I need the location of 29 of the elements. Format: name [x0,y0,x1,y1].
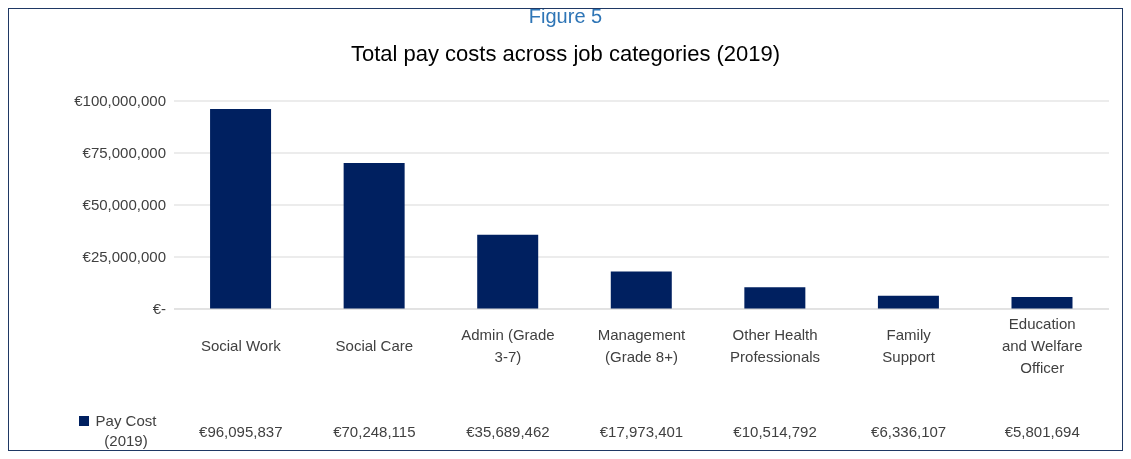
bar [477,234,539,309]
x-tick-label: Family Support [882,326,936,365]
x-tick-label: Other Health Professionals [730,326,821,365]
y-tick-label: €100,000,000 [74,92,166,110]
y-tick-label: €- [152,300,166,318]
data-label: €6,336,107 [871,423,947,440]
x-tick-label: Management (Grade 8+) [597,326,687,365]
bar [1011,296,1073,309]
data-label: €70,248,115 [333,423,416,440]
x-tick-label: Education and Welfare Officer [1001,315,1083,376]
legend-label: Pay Cost (2019) [94,411,158,451]
x-tick-label: Admin (Grade 3-7) [461,326,555,365]
x-tick-label: Social Work [200,337,282,354]
y-tick-label: €50,000,000 [82,196,166,214]
bar [210,109,272,309]
x-tick-label: Social Care [335,337,414,354]
data-label: €5,801,694 [1004,423,1080,440]
bar [744,287,806,309]
bar [343,162,405,309]
y-tick-label: €25,000,000 [82,248,166,266]
data-label: €35,689,462 [466,423,550,440]
data-label: €10,514,792 [733,423,817,440]
bar [610,271,672,309]
caption: Figure 5 [527,8,604,28]
bar [877,295,939,309]
y-tick-label: €75,000,000 [82,144,166,162]
chart-title: Total pay costs across job categories (2019) [349,41,782,67]
data-label: €17,973,401 [599,423,684,440]
data-label: €96,095,837 [199,423,283,440]
